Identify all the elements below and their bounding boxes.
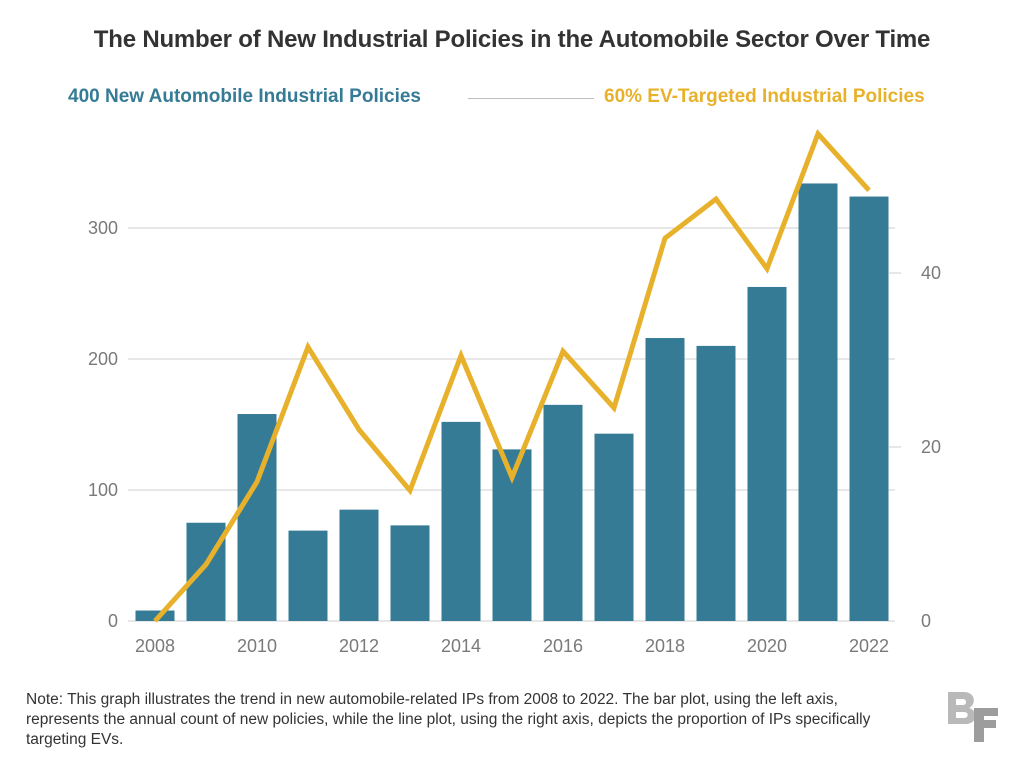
legend-divider [468,98,594,99]
chart-title: The Number of New Industrial Policies in… [93,26,931,53]
bar-2019 [696,345,736,621]
legend-bars-label: 400 New Automobile Industrial Policies [68,86,421,107]
legend-line-label: 60% EV-Targeted Industrial Policies [604,86,925,107]
x-axis-tick: 2018 [645,636,685,656]
left-axis-tick: 300 [88,218,118,238]
bar-2021 [798,183,838,621]
x-axis-tick: 2016 [543,636,583,656]
x-axis-tick: 2008 [135,636,175,656]
right-axis-tick: 20 [921,437,941,457]
x-axis-tick: 2014 [441,636,481,656]
ev-share-line [153,129,871,623]
bar-2016 [543,404,583,621]
left-axis-tick: 200 [88,349,118,369]
bar-2012 [339,509,379,621]
chart-note: Note: This graph illustrates the trend i… [26,691,871,748]
right-axis-tick: 0 [921,611,931,631]
left-axis-tick: 100 [88,480,118,500]
x-axis-tick: 2010 [237,636,277,656]
bar-2018 [645,338,685,621]
bar-2008 [135,610,175,621]
bar-2022 [849,196,889,621]
left-axis-tick: 0 [108,611,118,631]
bf-logo-icon [948,692,998,742]
bar-2011 [288,530,328,621]
x-axis-tick: 2022 [849,636,889,656]
legend: 400 New Automobile Industrial Policies 6… [0,86,1024,112]
bar-2017 [594,433,634,621]
bar-2013 [390,525,430,621]
x-axis-tick: 2012 [339,636,379,656]
bar-2009 [186,522,226,621]
x-axis-tick: 2020 [747,636,787,656]
bar-2014 [441,421,481,621]
right-axis-tick: 40 [921,263,941,283]
bar-2020 [747,286,787,621]
chart-plot: 0 100 200 300 0 20 40 2008 2010 2012 2014 2016 2018 2… [88,129,941,656]
